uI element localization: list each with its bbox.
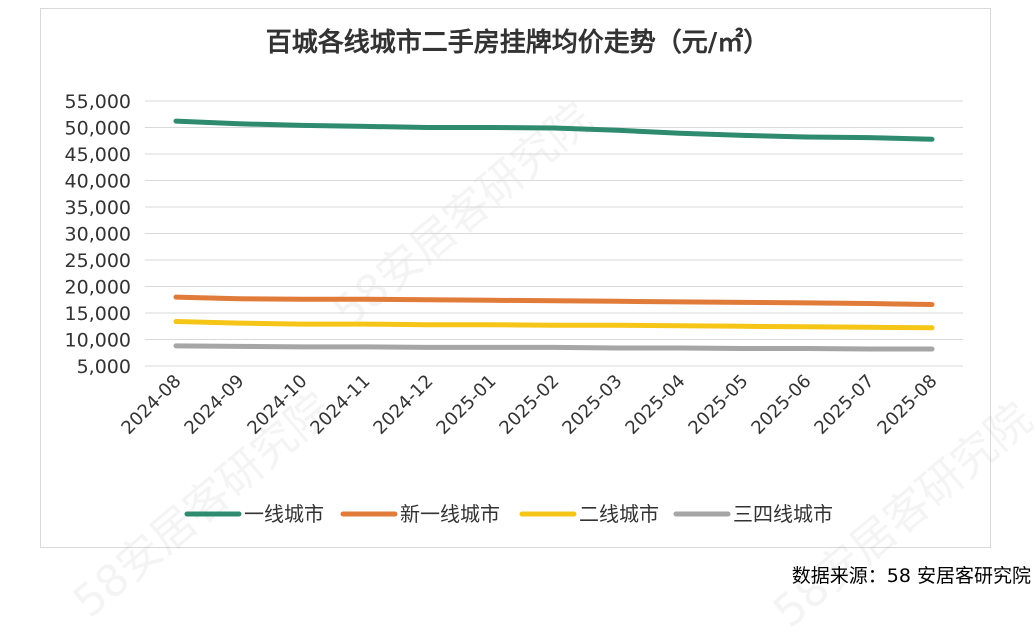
source-note: 数据来源：58 安居客研究院	[791, 565, 1031, 587]
x-tick-label: 2025-01	[432, 371, 500, 439]
y-tick-label: 40,000	[65, 171, 131, 193]
x-tick-label: 2025-05	[684, 371, 752, 439]
legend-label: 三四线城市	[733, 502, 833, 526]
x-tick-label: 2024-08	[117, 371, 185, 439]
y-tick-label: 15,000	[65, 303, 131, 325]
y-tick-label: 30,000	[65, 224, 131, 246]
y-tick-label: 35,000	[65, 197, 131, 219]
x-tick-label: 2024-10	[243, 371, 311, 439]
x-tick-label: 2024-11	[306, 371, 374, 439]
x-tick-label: 2024-12	[369, 371, 437, 439]
x-tick-label: 2025-08	[873, 371, 941, 439]
y-tick-label: 5,000	[77, 356, 131, 378]
y-tick-label: 45,000	[65, 144, 131, 166]
series-line	[173, 118, 935, 142]
x-tick-label: 2025-07	[810, 371, 878, 439]
y-tick-label: 55,000	[65, 91, 131, 113]
chart-frame	[40, 8, 991, 548]
line-chart: 5,000 10,000 15,000 20,000 25,000 30,000 35,00…	[65, 91, 963, 526]
x-tick-label: 2024-09	[180, 371, 248, 439]
series-line	[173, 319, 935, 331]
y-tick-label: 10,000	[65, 330, 131, 352]
y-tick-label: 50,000	[65, 118, 131, 140]
chart-title: 百城各线城市二手房挂牌均价走势（元/㎡）	[265, 28, 770, 58]
series-line	[173, 343, 935, 352]
series-line	[173, 294, 935, 307]
legend-label: 新一线城市	[400, 502, 500, 526]
x-tick-label: 2025-03	[558, 371, 626, 439]
x-tick-label: 2025-02	[495, 371, 563, 439]
legend-label: 二线城市	[579, 502, 659, 526]
legend-label: 一线城市	[244, 502, 324, 526]
x-tick-label: 2025-04	[621, 371, 689, 439]
y-tick-label: 25,000	[65, 250, 131, 272]
x-tick-label: 2025-06	[747, 371, 815, 439]
y-tick-label: 20,000	[65, 277, 131, 299]
